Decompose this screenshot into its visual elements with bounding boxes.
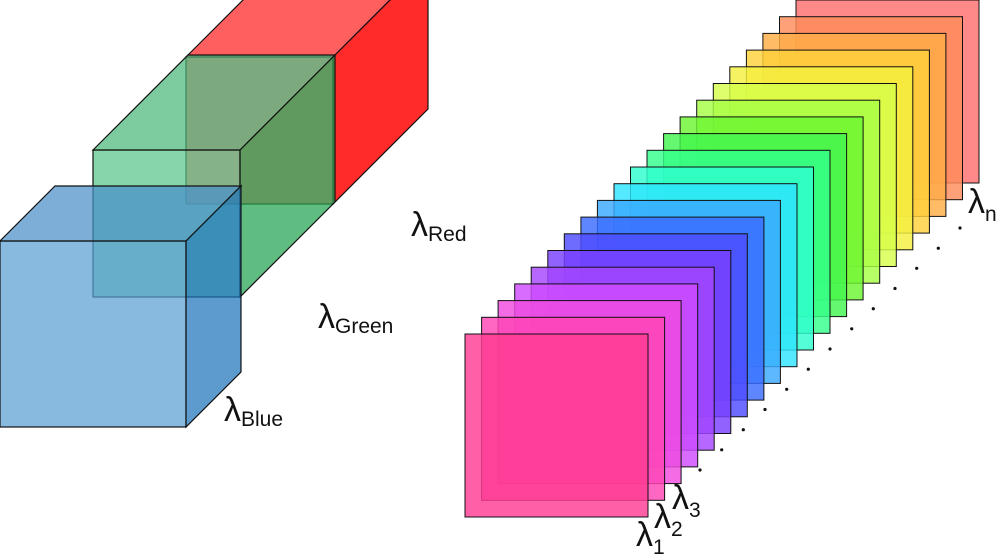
ellipsis-dot (850, 327, 854, 331)
ellipsis-dot (958, 226, 962, 230)
label-lambda-green: λGreen (318, 298, 393, 338)
ellipsis-dot (871, 307, 875, 311)
ellipsis-dot (785, 387, 789, 391)
spectral-layer (464, 333, 649, 518)
ellipsis-dot (741, 428, 745, 432)
ellipsis-dot (936, 246, 940, 250)
cube-blue-side-face (185, 184, 242, 429)
label-lambda-1: λ1 (636, 516, 665, 559)
ellipsis-dot (828, 347, 832, 351)
label-lambda-red: λRed (411, 206, 467, 246)
ellipsis-dot (763, 407, 767, 412)
cube-blue-front-face (0, 240, 187, 428)
rgb-cube-group (0, 0, 429, 429)
ellipsis-dot (698, 468, 702, 472)
ellipsis-dot (915, 266, 919, 270)
label-lambda-2: λ2 (654, 498, 683, 541)
label-lambda-blue: λBlue (224, 391, 283, 431)
cube-blue (0, 184, 243, 429)
ellipsis-dots (698, 226, 962, 472)
ellipsis-dot (720, 448, 724, 452)
ellipsis-dot (806, 367, 810, 371)
spectral-layer-stack (464, 0, 980, 518)
label-lambda-3: λ3 (672, 479, 701, 522)
ellipsis-dot (893, 286, 897, 291)
label-lambda-n: λn (968, 183, 997, 226)
